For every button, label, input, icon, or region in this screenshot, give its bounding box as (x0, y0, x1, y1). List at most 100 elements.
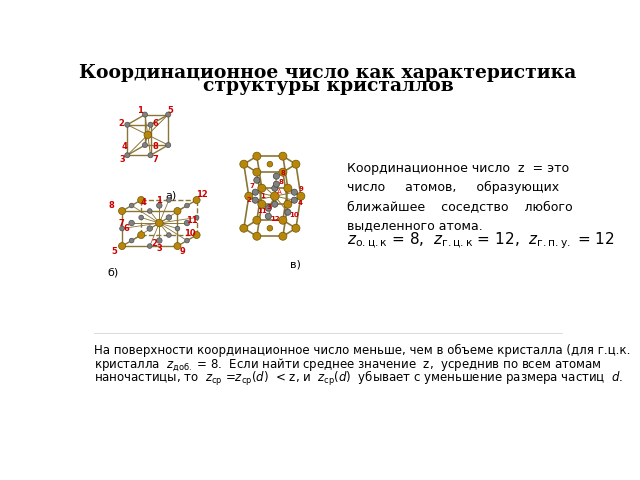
Circle shape (279, 152, 287, 160)
Text: 10: 10 (184, 229, 195, 238)
Text: Координационное число как характеристика: Координационное число как характеристика (79, 64, 577, 82)
Text: 1: 1 (156, 196, 163, 205)
Text: 12: 12 (269, 216, 279, 222)
Circle shape (195, 215, 199, 220)
Text: 5: 5 (111, 247, 117, 256)
Circle shape (184, 220, 190, 226)
Circle shape (273, 181, 280, 187)
Circle shape (185, 238, 189, 243)
Circle shape (267, 161, 273, 167)
Circle shape (129, 203, 134, 208)
Text: 3: 3 (266, 204, 271, 210)
Circle shape (253, 232, 261, 240)
Circle shape (138, 196, 145, 204)
Text: 2: 2 (119, 119, 125, 128)
Circle shape (166, 233, 172, 238)
Text: 11: 11 (257, 208, 267, 214)
Circle shape (267, 226, 273, 231)
Circle shape (265, 213, 271, 219)
Circle shape (144, 131, 152, 139)
Circle shape (156, 219, 163, 227)
Text: 1: 1 (260, 193, 265, 199)
Text: в): в) (290, 259, 301, 269)
Circle shape (291, 189, 298, 195)
Text: 10: 10 (289, 212, 299, 218)
Text: 9: 9 (180, 247, 186, 256)
Circle shape (252, 197, 259, 204)
Text: 6: 6 (152, 119, 158, 128)
Text: 3: 3 (156, 244, 162, 253)
Circle shape (258, 184, 266, 192)
Circle shape (252, 189, 259, 195)
Text: $z_\mathrm{о.ц.к}$ = 8,  $z_\mathrm{г.ц.к}$ = 12,  $z_\mathrm{г.п.у.}$ = 12: $z_\mathrm{о.ц.к}$ = 8, $z_\mathrm{г.ц.к… (348, 231, 615, 252)
Text: а): а) (166, 190, 177, 200)
Circle shape (147, 226, 152, 231)
Circle shape (148, 153, 153, 158)
Circle shape (138, 231, 145, 239)
Circle shape (271, 192, 279, 201)
Circle shape (297, 192, 305, 200)
Circle shape (142, 143, 147, 148)
Circle shape (139, 215, 143, 220)
Circle shape (285, 209, 291, 216)
Text: 8: 8 (280, 170, 285, 176)
Circle shape (265, 205, 271, 211)
Text: 2: 2 (151, 239, 157, 248)
Circle shape (175, 226, 180, 231)
Circle shape (125, 153, 130, 158)
Text: 12: 12 (196, 190, 208, 199)
Circle shape (272, 185, 278, 191)
Circle shape (166, 112, 171, 117)
Text: 5: 5 (168, 106, 173, 115)
Text: 7: 7 (152, 156, 158, 164)
Text: 4: 4 (122, 142, 128, 151)
Circle shape (174, 207, 181, 215)
Circle shape (279, 216, 287, 224)
Circle shape (291, 197, 298, 204)
Circle shape (253, 152, 261, 160)
Text: 4: 4 (141, 198, 147, 207)
Circle shape (284, 184, 292, 192)
Text: 8: 8 (109, 201, 115, 210)
Circle shape (129, 220, 134, 226)
Text: 9: 9 (298, 186, 303, 192)
Text: На поверхности координационное число меньше, чем в объеме кристалла (для г.ц.к.: На поверхности координационное число мен… (94, 344, 630, 357)
Circle shape (118, 207, 125, 215)
Circle shape (147, 244, 152, 248)
Circle shape (273, 173, 280, 179)
Circle shape (284, 200, 292, 208)
Circle shape (157, 238, 162, 243)
Circle shape (292, 160, 300, 168)
Text: 7: 7 (118, 218, 124, 228)
Circle shape (193, 231, 200, 239)
Circle shape (125, 122, 130, 127)
Circle shape (272, 201, 278, 207)
Circle shape (142, 112, 147, 117)
Text: б): б) (107, 268, 118, 278)
Circle shape (240, 224, 248, 232)
Circle shape (129, 238, 134, 243)
Circle shape (253, 216, 261, 224)
Circle shape (193, 196, 200, 204)
Text: 3: 3 (120, 156, 125, 164)
Circle shape (166, 143, 171, 148)
Circle shape (120, 226, 124, 231)
Text: 8: 8 (152, 142, 158, 151)
Circle shape (148, 122, 153, 127)
Text: наночастицы, то  $z_\mathrm{ср}$ =$z_\mathrm{ср}$$(d)$  < z, и  $z_\mathrm{ср}$$: наночастицы, то $z_\mathrm{ср}$ =$z_\mat… (94, 369, 623, 388)
Circle shape (258, 200, 266, 208)
Circle shape (253, 168, 261, 176)
Text: Координационное число  z  = это
число     атомов,     образующих
ближайшее    со: Координационное число z = это число атом… (348, 162, 573, 232)
Circle shape (185, 203, 189, 208)
Text: структуры кристаллов: структуры кристаллов (203, 77, 453, 95)
Text: 1: 1 (138, 106, 143, 115)
Circle shape (279, 232, 287, 240)
Text: 11: 11 (186, 216, 198, 225)
Circle shape (279, 168, 287, 176)
Circle shape (166, 198, 172, 203)
Text: 2: 2 (247, 197, 252, 203)
Circle shape (240, 160, 248, 168)
Circle shape (166, 215, 172, 220)
Circle shape (147, 209, 152, 214)
Text: кристалла  $z_\mathrm{доб.}$ = 8.  Если найти среднее значение  z,  усреднив по : кристалла $z_\mathrm{доб.}$ = 8. Если на… (94, 356, 602, 373)
